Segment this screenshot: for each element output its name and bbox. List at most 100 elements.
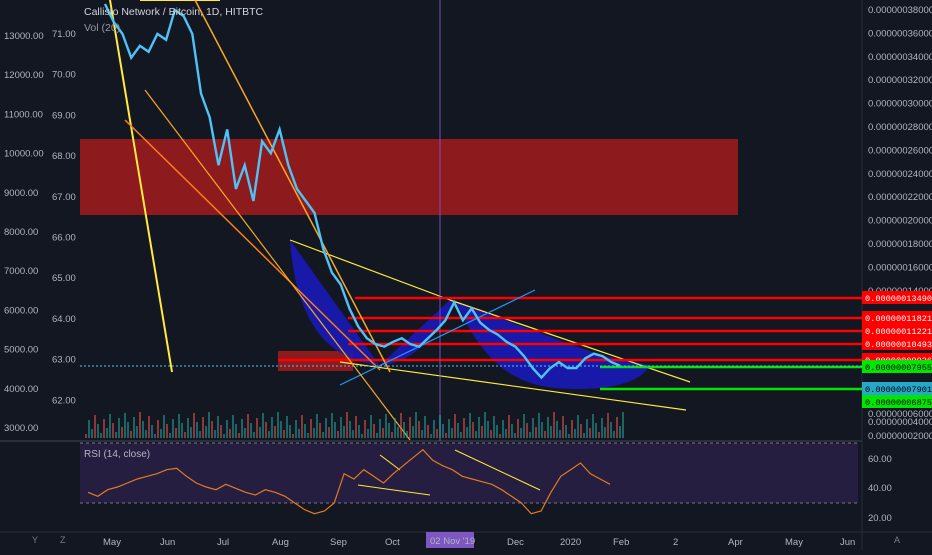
price-tag-label: 0.00000010493 [865, 340, 932, 350]
volume-bar [190, 427, 192, 438]
volume-bar [430, 434, 432, 438]
volume-bar [298, 429, 300, 438]
volume-bar [406, 431, 408, 438]
x-highlight-box [426, 532, 474, 548]
volume-bar [442, 424, 444, 438]
x-axis-tick: May [785, 537, 803, 548]
volume-bar [196, 422, 198, 438]
volume-bar [208, 412, 210, 438]
volume-bar [619, 426, 621, 438]
volume-bar [322, 432, 324, 438]
volume-bar [214, 430, 216, 438]
year-scale-button[interactable]: Y [32, 535, 39, 545]
inner-axis-tick: 65.00 [52, 273, 76, 284]
volume-bar [367, 429, 369, 438]
volume-bar [193, 413, 195, 438]
volume-bar [271, 417, 273, 438]
x-axis-tick: Sep [330, 537, 347, 548]
volume-bar [382, 428, 384, 438]
price-tag-box [862, 382, 932, 395]
volume-bar [415, 412, 417, 438]
volume-bar [94, 415, 96, 438]
volume-bar [571, 420, 573, 438]
volume-bar [373, 424, 375, 438]
inner-axis-tick: 68.00 [52, 151, 76, 162]
volume-bar [451, 428, 453, 438]
right-axis-tick: 0.00000030000 [868, 99, 932, 110]
price-tag-label: 0.00000011821 [865, 314, 932, 324]
volume-bar [379, 419, 381, 438]
volume-bar [613, 431, 615, 438]
right-axis-tick: 0.00000018000 [868, 239, 932, 250]
volume-bar [325, 418, 327, 438]
volume-bar [151, 425, 153, 438]
volume-bar [226, 420, 228, 438]
volume-bar [181, 423, 183, 438]
left-axis-tick: 9000.00 [4, 188, 38, 199]
right-axis-tick: 0.00000004000 [868, 417, 932, 428]
volume-bar [124, 413, 126, 438]
volume-bar [541, 422, 543, 438]
volume-bar [523, 414, 525, 438]
right-axis-tick: 0.00000006000 [868, 409, 932, 420]
volume-bar [313, 428, 315, 438]
volume-bar [127, 422, 129, 438]
zoom-button[interactable]: Z [60, 535, 66, 545]
volume-bar [436, 429, 438, 438]
volume-bar [205, 426, 207, 438]
volume-bar [355, 416, 357, 438]
volume-bar [88, 420, 90, 438]
volume-bar [106, 428, 108, 438]
volume-bar [232, 415, 234, 438]
volume-bar [256, 418, 258, 438]
x-axis-tick: 2 [673, 537, 678, 548]
volume-bar [508, 415, 510, 438]
volume-bar [409, 417, 411, 438]
volume-bar [349, 421, 351, 438]
volume-bar [439, 415, 441, 438]
volume-bar [376, 433, 378, 438]
volume-bar [157, 420, 159, 438]
volume-bar [109, 414, 111, 438]
rsi-axis-tick: 60.00 [868, 454, 892, 465]
volume-bar [319, 423, 321, 438]
volume-bar [577, 415, 579, 438]
volume-bar [220, 425, 222, 438]
volume-bar [202, 417, 204, 438]
x-axis-tick: Jul [217, 537, 229, 548]
volume-bar [445, 433, 447, 438]
x-axis-tick: 2020 [560, 537, 581, 548]
volume-bar [100, 433, 102, 438]
volume-bar [199, 431, 201, 438]
volume-bar [424, 416, 426, 438]
volume-bar [418, 421, 420, 438]
volume-bar [259, 427, 261, 438]
volume-bar [394, 418, 396, 438]
inner-axis-tick: 64.00 [52, 314, 76, 325]
volume-bar [526, 423, 528, 438]
volume-bar [568, 434, 570, 438]
volume-bar [343, 426, 345, 438]
volume-bar [622, 412, 624, 438]
volume-bar [178, 414, 180, 438]
volume-bar [400, 413, 402, 438]
volume-bar [292, 434, 294, 438]
x-highlight-label: 02 Nov '19 [430, 536, 475, 547]
rsi-axis-tick: 20.00 [868, 513, 892, 524]
volume-bar [574, 429, 576, 438]
volume-bar [556, 421, 558, 438]
price-series-line [103, 3, 621, 380]
volume-bar [580, 424, 582, 438]
volume-bar [538, 413, 540, 438]
volume-bar [103, 419, 105, 438]
auto-scale-button[interactable]: A [894, 535, 901, 545]
volume-bar [334, 422, 336, 438]
volume-bar [361, 434, 363, 438]
volume-bar [469, 413, 471, 438]
price-tag-label: 0.00000013490 [865, 294, 932, 304]
right-axis-tick: 0.00000038000 [868, 5, 932, 16]
price-tag-box [862, 360, 932, 373]
volume-bar [286, 416, 288, 438]
volume-bar [211, 421, 213, 438]
